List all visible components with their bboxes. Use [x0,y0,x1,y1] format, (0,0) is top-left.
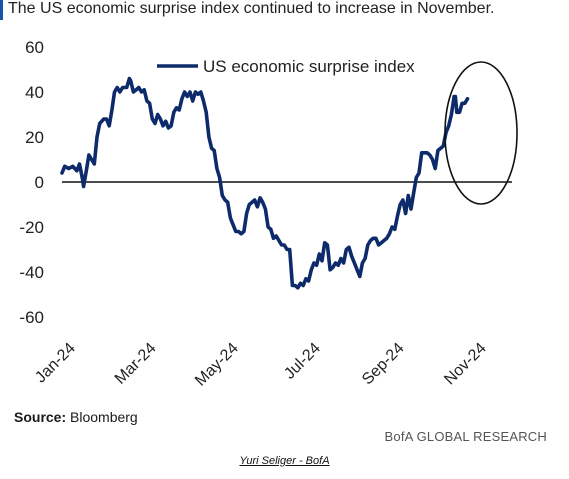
chart-title: The US economic surprise index continued… [8,0,495,17]
brand-label: BofA GLOBAL RESEARCH [384,429,547,444]
highlight-ellipse [444,61,518,205]
line-chart: 60 40 20 0 -20 -40 -60 Jan-24 Mar-24 May-24 Jul-2… [19,38,518,390]
title-accent-bar [0,0,3,20]
y-tick-label: 40 [25,83,44,102]
author-credit[interactable]: Yuri Seliger - BofA [239,455,330,467]
x-tick-label: Sep-24 [359,340,408,389]
legend: US economic surprise index [157,57,415,76]
y-tick-label: -60 [19,308,44,327]
x-tick-label: Mar-24 [112,340,160,388]
x-tick-label: Nov-24 [441,340,490,389]
legend-label: US economic surprise index [203,57,415,76]
y-tick-label: -40 [19,263,44,282]
source-note: Source: Bloomberg [14,409,138,425]
x-tick-label: May-24 [192,340,242,390]
y-tick-label: 20 [25,128,44,147]
x-tick-label: Jul-24 [281,340,324,383]
y-tick-label: 0 [35,173,44,192]
x-tick-label: Jan-24 [32,340,79,387]
y-tick-label: 60 [25,38,44,57]
y-tick-label: -20 [19,218,44,237]
source-label: Source: [14,409,67,425]
y-axis-ticks: 60 40 20 0 -20 -40 -60 [19,38,44,327]
series-line-us-economic-surprise-index [60,76,470,290]
source-value: Bloomberg [70,409,138,425]
x-axis-ticks: Jan-24 Mar-24 May-24 Jul-24 Sep-24 Nov-24 [32,340,490,390]
